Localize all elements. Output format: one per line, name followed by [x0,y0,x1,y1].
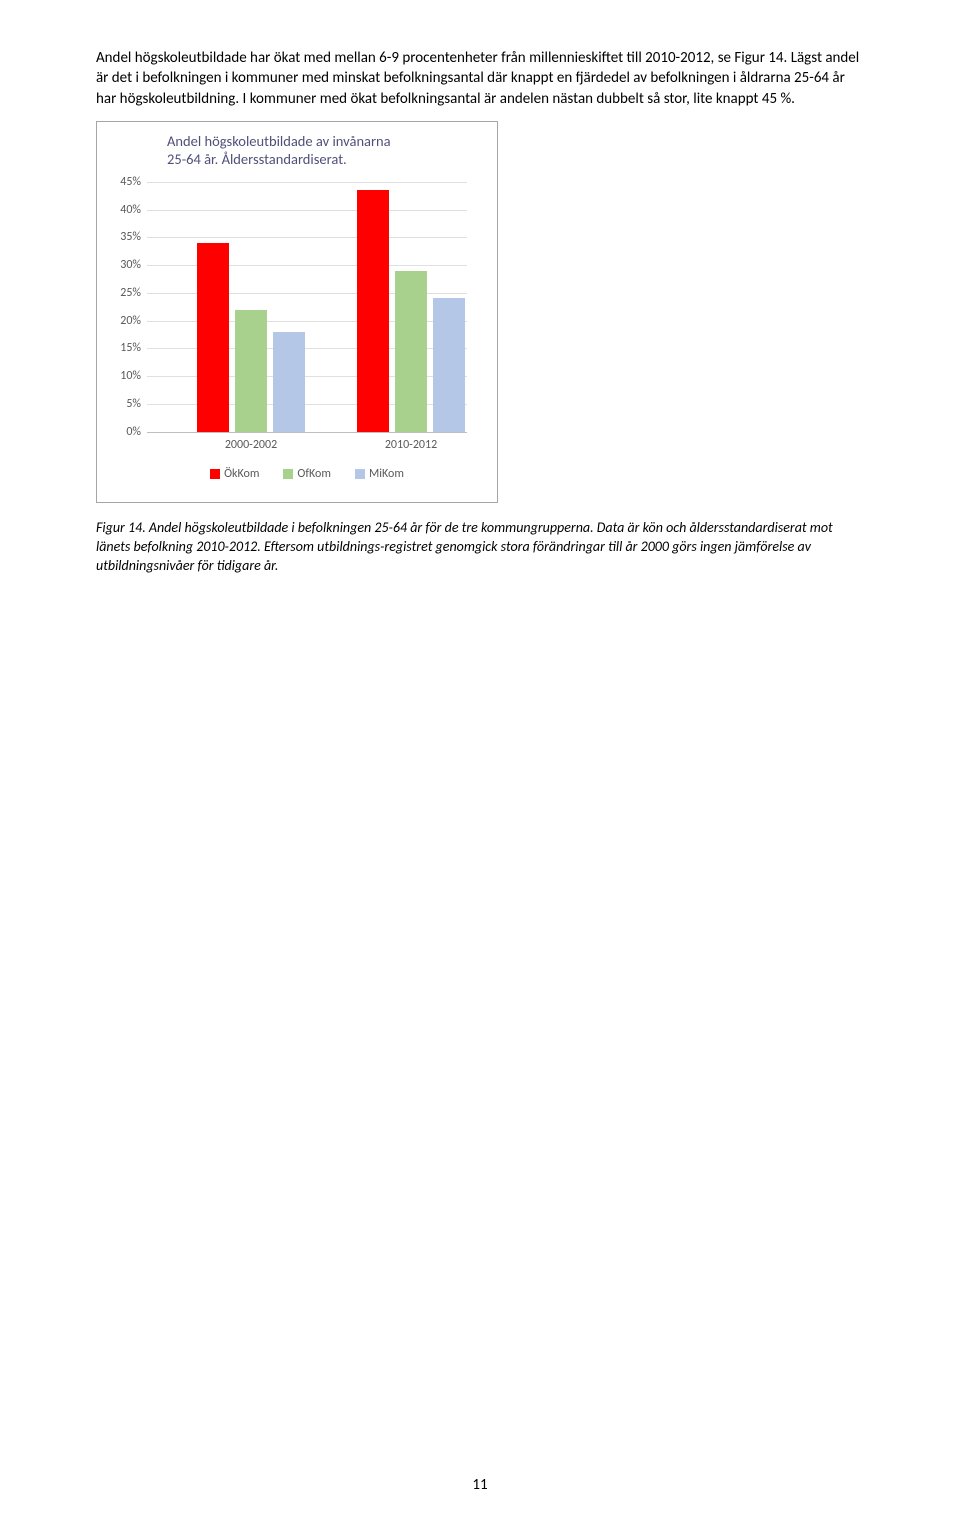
chart-x-axis: 2000-2002 2010-2012 [147,438,467,458]
chart-x-label: 2010-2012 [385,438,437,452]
chart-bar [235,310,267,432]
chart-bar [197,243,229,432]
legend-swatch [210,469,220,479]
legend-swatch [283,469,293,479]
chart-bar [273,332,305,432]
chart-plot-area: 0%5%10%15%20%25%30%35%40%45% [147,182,467,433]
chart-y-tick: 10% [107,369,141,383]
legend-label: ÖkKom [224,467,259,481]
legend-label: MiKom [369,467,404,481]
chart-legend: ÖkKom OfKom MiKom [147,467,467,481]
legend-label: OfKom [297,467,331,481]
chart-y-tick: 35% [107,230,141,244]
chart-title-line1: Andel högskoleutbildade av invånarna [167,132,391,150]
chart-container: Andel högskoleutbildade av invånarna 25-… [96,121,498,503]
chart-bar [433,298,465,431]
page-number: 11 [0,1476,960,1494]
chart-y-tick: 15% [107,341,141,355]
chart-y-tick: 0% [107,425,141,439]
chart-y-tick: 45% [107,175,141,189]
chart-title: Andel högskoleutbildade av invånarna 25-… [167,132,391,168]
chart-bar [357,190,389,432]
chart-y-tick: 5% [107,397,141,411]
chart-title-line2: 25-64 år. Åldersstandardiserat. [167,150,347,168]
chart-legend-item: ÖkKom [210,467,259,481]
chart-y-tick: 40% [107,203,141,217]
legend-swatch [355,469,365,479]
body-paragraph: Andel högskoleutbildade har ökat med mel… [96,48,864,109]
chart-bar [395,271,427,432]
chart-x-label: 2000-2002 [225,438,277,452]
chart-legend-item: MiKom [355,467,404,481]
chart-y-tick: 20% [107,314,141,328]
chart-legend-item: OfKom [283,467,331,481]
chart-y-tick: 25% [107,286,141,300]
chart-y-tick: 30% [107,258,141,272]
figure-caption: Figur 14. Andel högskoleutbildade i befo… [96,519,864,576]
